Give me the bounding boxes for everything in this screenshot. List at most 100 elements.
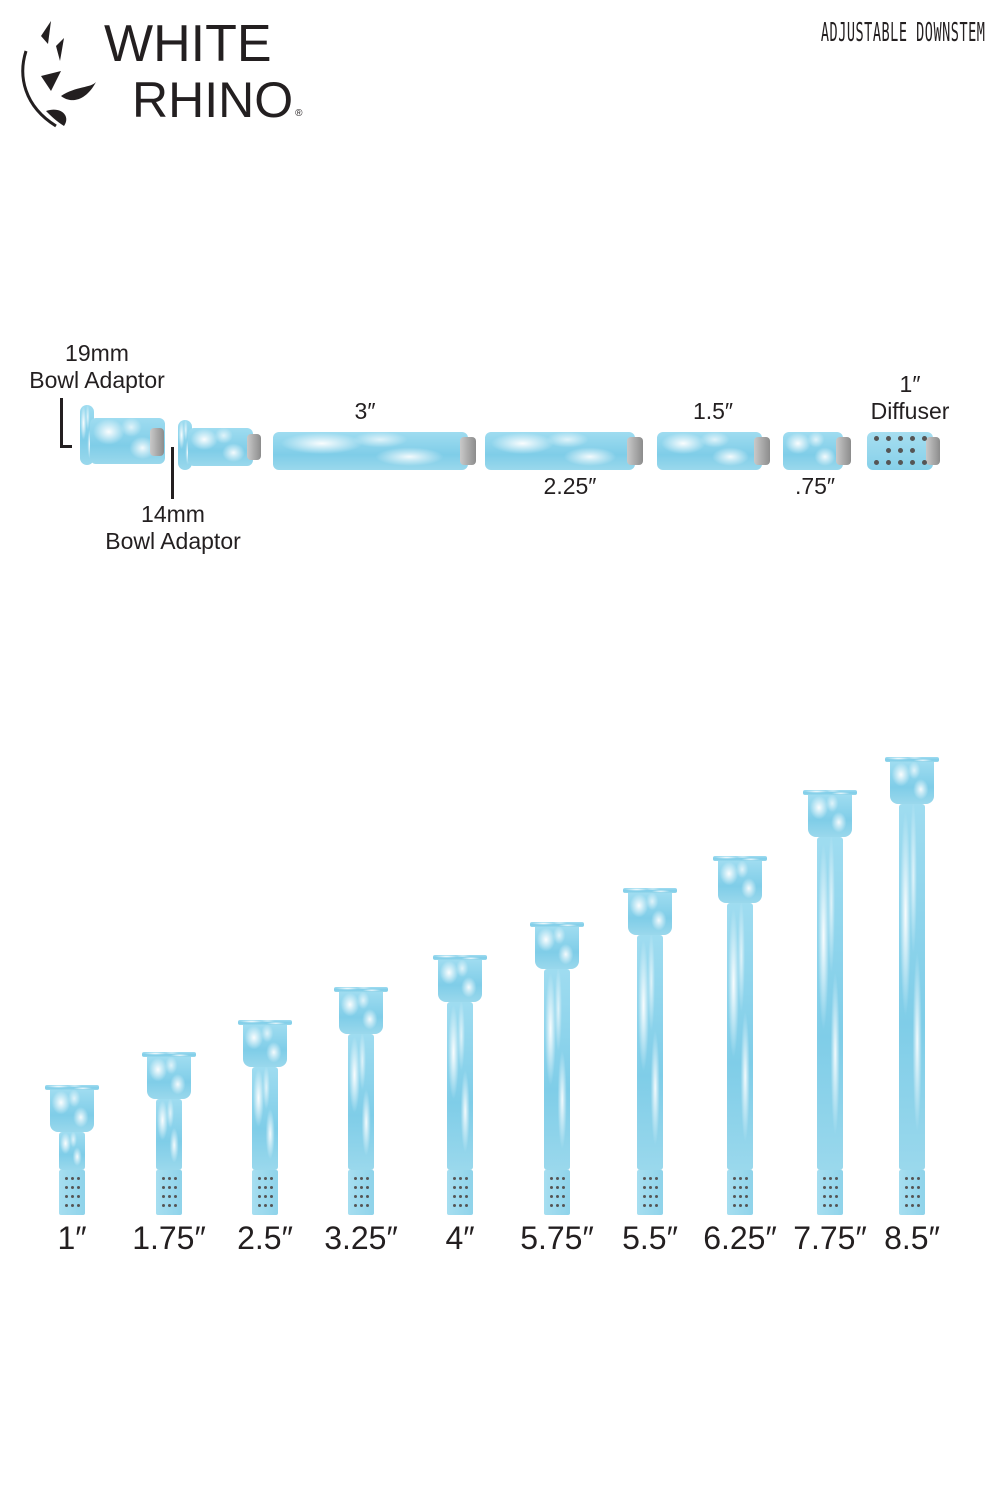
stem-tube: [899, 804, 925, 1170]
stem-flange: [885, 757, 939, 762]
diffuser-hole: [898, 448, 903, 453]
diffuser-hole: [459, 1204, 462, 1207]
stem-flange: [334, 987, 388, 992]
stem-tube: [156, 1099, 182, 1170]
diffuser-hole: [829, 1204, 832, 1207]
diffuser-hole: [459, 1186, 462, 1189]
diffuser-hole: [264, 1186, 267, 1189]
diffuser-hole: [910, 448, 915, 453]
diffuser-hole: [917, 1177, 920, 1180]
diffuser-hole: [354, 1186, 357, 1189]
diffuser-hole: [77, 1195, 80, 1198]
diffuser-hole: [354, 1204, 357, 1207]
diffuser-hole: [643, 1204, 646, 1207]
diffuser-hole: [562, 1204, 565, 1207]
diffuser-hole: [77, 1204, 80, 1207]
diffuser-hole: [556, 1204, 559, 1207]
configuration-length-label: 1.75″: [132, 1220, 206, 1256]
stem-cup: [243, 1025, 287, 1067]
stem-tube: [59, 1132, 85, 1170]
stem-cup: [438, 960, 482, 1002]
diffuser-hole: [886, 436, 891, 441]
label-tube-3: 3″: [354, 398, 376, 424]
diffuser-hole: [739, 1186, 742, 1189]
diffuser-hole: [360, 1204, 363, 1207]
diffuser-hole: [366, 1204, 369, 1207]
diffuser-hole: [366, 1195, 369, 1198]
stem-tube: [544, 969, 570, 1170]
stem-flange: [45, 1085, 99, 1090]
diffuser-hole: [453, 1204, 456, 1207]
stem-cup: [718, 861, 762, 903]
diffuser-hole: [886, 460, 891, 465]
stem-cup: [890, 762, 934, 804]
diffuser-hole: [258, 1204, 261, 1207]
diffuser-hole: [77, 1186, 80, 1189]
stem-tube: [637, 935, 663, 1170]
diffuser-hole: [162, 1195, 165, 1198]
stem-flange: [713, 856, 767, 861]
diffuser-hole: [550, 1186, 553, 1189]
stem-cup: [535, 927, 579, 969]
diffuser-hole: [649, 1195, 652, 1198]
diffuser-hole: [649, 1186, 652, 1189]
diffuser-hole: [829, 1177, 832, 1180]
stem-tube: [817, 837, 843, 1170]
diffuser-hole: [162, 1204, 165, 1207]
configuration-length-label: 3.25″: [324, 1220, 398, 1256]
configuration-length-label: 5.5″: [622, 1220, 678, 1256]
diffuser-hole: [71, 1186, 74, 1189]
diffuser-hole: [823, 1186, 826, 1189]
logo-rhino-line: RHINO ®: [132, 74, 302, 126]
diffuser-hole: [910, 460, 915, 465]
diffuser-hole: [459, 1195, 462, 1198]
stem-tube: [727, 903, 753, 1170]
diffuser-hole: [366, 1186, 369, 1189]
diffuser-hole: [162, 1186, 165, 1189]
stem-flange: [238, 1020, 292, 1025]
diffuser-hole: [745, 1204, 748, 1207]
stem-cup: [339, 992, 383, 1034]
diffuser-hole: [829, 1195, 832, 1198]
stem-tube: [348, 1034, 374, 1170]
diffuser-hole: [745, 1177, 748, 1180]
leader-line-19mm-foot: [60, 445, 72, 448]
stem-tube: [252, 1067, 278, 1170]
diffuser-hole: [886, 448, 891, 453]
diffuser-hole: [733, 1186, 736, 1189]
diffuser-hole: [264, 1177, 267, 1180]
diffuser-hole: [354, 1177, 357, 1180]
diffuser-hole: [270, 1177, 273, 1180]
diffuser-hole: [65, 1177, 68, 1180]
diffuser-hole: [823, 1204, 826, 1207]
diffuser-hole: [264, 1204, 267, 1207]
stem-flange: [530, 922, 584, 927]
diffuser-hole: [71, 1177, 74, 1180]
diffuser-hole: [465, 1195, 468, 1198]
diffuser-hole: [65, 1195, 68, 1198]
diffuser-hole: [550, 1177, 553, 1180]
configuration-length-label: 1″: [57, 1220, 87, 1256]
diffuser-hole: [655, 1204, 658, 1207]
diffuser-hole: [911, 1204, 914, 1207]
diffuser-hole: [898, 460, 903, 465]
configuration-length-label: 5.75″: [520, 1220, 594, 1256]
diffuser-hole: [71, 1204, 74, 1207]
stem-tube: [447, 1002, 473, 1170]
diffuser-hole: [922, 460, 927, 465]
diffuser-hole: [270, 1186, 273, 1189]
diffuser-hole: [562, 1186, 565, 1189]
label-tube-1-5: 1.5″: [692, 398, 734, 424]
registered-mark: ®: [295, 108, 303, 119]
diffuser-hole: [174, 1186, 177, 1189]
diffuser-hole: [655, 1195, 658, 1198]
diffuser-hole: [745, 1195, 748, 1198]
diffuser-hole: [898, 436, 903, 441]
logo-text-rhino: RHINO: [132, 72, 294, 128]
diffuser-hole: [739, 1204, 742, 1207]
white-rhino-logo: WHITE RHINO ®: [16, 16, 306, 131]
diffuser-hole: [360, 1186, 363, 1189]
diffuser-hole: [168, 1204, 171, 1207]
diffuser-hole: [643, 1177, 646, 1180]
stem-flange: [803, 790, 857, 795]
